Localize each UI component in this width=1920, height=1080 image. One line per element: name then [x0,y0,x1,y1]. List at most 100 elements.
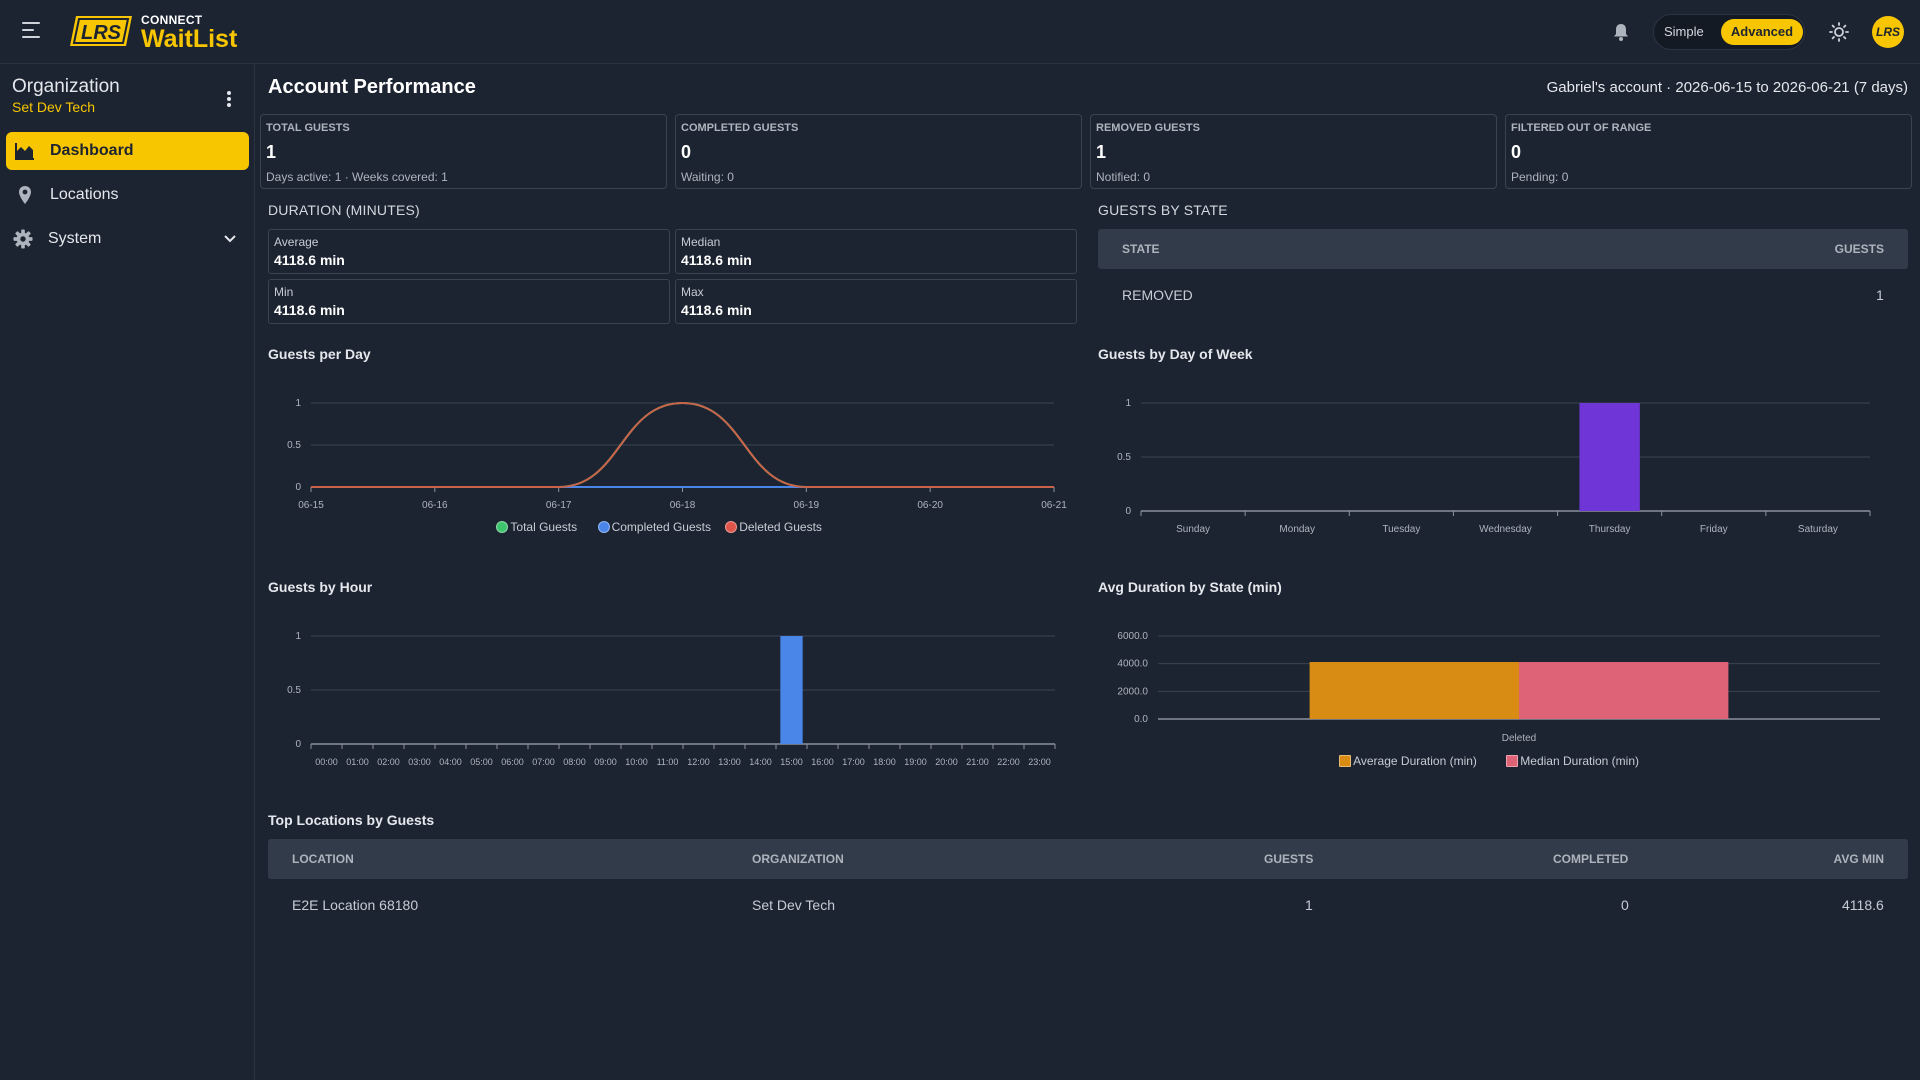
stat-card-removed-guests: REMOVED GUESTS 1 Notified: 0 [1090,114,1497,189]
x-tick-label: 06-20 [917,500,943,511]
duration-value: 4118.6 min [274,252,345,268]
x-tick-label: 20:00 [935,757,958,767]
user-avatar[interactable]: LRS [1872,16,1904,48]
legend-item[interactable]: Total Guests [496,520,577,534]
chevron-down-icon[interactable] [223,232,237,246]
sidebar-item-label: System [48,230,102,247]
mode-simple-button[interactable]: Simple [1664,24,1704,39]
logo-text: LRS [81,22,122,44]
page-title: Account Performance [268,76,476,98]
x-tick-label: 19:00 [904,757,927,767]
x-tick-label: Deleted [1502,733,1536,744]
x-tick-label: Tuesday [1382,524,1420,535]
x-tick-label: 00:00 [315,757,338,767]
duration-card-median: Median 4118.6 min [675,229,1077,274]
y-tick-label: 0.5 [287,440,301,451]
legend-item[interactable]: Deleted Guests [725,520,822,534]
avg-duration-legend: Average Duration (min) Median Duration (m… [1098,754,1908,774]
duration-label: Median [681,235,721,249]
brand-subtitle: CONNECT [141,13,203,27]
legend-label: Median Duration (min) [1520,754,1640,768]
x-tick-label: Wednesday [1479,524,1532,535]
more-options-icon[interactable] [227,91,233,109]
avg-duration-by-state-chart: 0.0 2000.0 4000.0 6000.0 Deleted [1117,631,1880,744]
x-tick-label: 07:00 [532,757,555,767]
y-tick-label: 0 [1125,506,1131,517]
duration-card-min: Min 4118.6 min [268,279,670,324]
brand-title: WaitList [141,25,238,53]
y-tick-label: 1 [295,631,301,642]
chart-title-guests-per-day: Guests per Day [268,346,371,362]
bar-median-duration-min- [1519,662,1729,719]
x-tick-label: 06-18 [670,500,696,511]
org-name: Set Dev Tech [12,99,96,115]
duration-label: Average [274,235,319,249]
menu-icon[interactable] [22,22,42,38]
completed-cell: 0 [1621,897,1629,913]
guests-per-day-legend: Total Guests Completed Guests Deleted Gues… [268,520,1068,540]
legend-item[interactable]: Average Duration (min) [1339,754,1477,768]
legend-item[interactable]: Completed Guests [597,520,711,534]
y-tick-label: 4000.0 [1117,659,1148,670]
legend-label: Average Duration (min) [1353,754,1477,768]
stat-label: COMPLETED GUESTS [681,122,799,134]
x-tick-label: 04:00 [439,757,462,767]
theme-sun-icon[interactable] [1829,22,1849,42]
chart-title-guests-by-weekday: Guests by Day of Week [1098,346,1253,362]
bar-hour [780,636,803,744]
duration-label: Max [681,285,704,299]
top-locations-title: Top Locations by Guests [268,812,435,828]
avg-min-cell: 4118.6 [1842,897,1884,913]
x-tick-label: 06-19 [794,500,820,511]
guests-by-weekday-chart: 0 0.5 1 Sunday Monday Tuesday Wednesday Thursda… [1117,398,1871,535]
account-date-range: Gabriel's account · 2026-06-15 to 2026-0… [1546,79,1908,96]
legend-item[interactable]: Median Duration (min) [1506,754,1639,768]
bar-thursday [1579,403,1640,511]
column-header-avg-min: AVG MIN [1833,852,1884,866]
x-tick-label: 05:00 [470,757,493,767]
legend-label: Completed Guests [611,520,711,534]
column-header-guests: GUESTS [1834,242,1884,256]
legend-swatch [725,521,738,533]
state-table-header: STATE GUESTS [1098,229,1908,269]
sidebar-item-locations[interactable]: Locations [6,176,249,214]
x-tick-label: 08:00 [563,757,586,767]
y-tick-label: 0.5 [1117,452,1131,463]
bell-icon[interactable] [1611,22,1631,42]
stat-value: 0 [1511,142,1522,162]
location-cell[interactable]: E2E Location 68180 [292,897,419,913]
x-tick-label: 06-21 [1041,500,1067,511]
x-tick-label: 06-16 [422,500,448,511]
stat-sub: Days active: 1 · Weeks covered: 1 [266,170,448,184]
x-tick-label: 03:00 [408,757,431,767]
stat-value: 1 [266,142,277,162]
legend-swatch [1506,755,1519,767]
x-tick-label: 21:00 [966,757,989,767]
guests-by-hour-chart: 0 0.5 1 00:00 01:00 02:00 03:00 04:00 05:00 06:00… [287,631,1056,767]
x-tick-label: 14:00 [749,757,772,767]
lrs-logo: LRS [70,16,132,46]
x-tick-label: 17:00 [842,757,865,767]
x-tick-label: 23:00 [1028,757,1051,767]
sidebar-item-dashboard[interactable]: Dashboard [6,132,249,170]
x-tick-label: 16:00 [811,757,834,767]
legend-swatch [1339,755,1352,767]
y-tick-label: 0 [295,482,301,493]
sidebar-item-system[interactable]: System [6,220,249,258]
guests-per-day-chart: 0 0.5 1 06-15 06-16 06-17 06-18 06-19 06-20 06-21 [287,398,1067,511]
y-tick-label: 2000.0 [1117,686,1148,697]
map-pin-icon [19,186,31,204]
x-tick-label: 10:00 [625,757,648,767]
x-tick-label: 06:00 [501,757,524,767]
mode-advanced-button[interactable]: Advanced [1721,19,1803,45]
top-bar: LRS CONNECT WaitList Simple Advanced LRS [0,0,1920,64]
y-tick-label: 0 [295,739,301,750]
bar-average-duration-min- [1309,662,1519,719]
x-tick-label: Saturday [1798,524,1838,535]
duration-value: 4118.6 min [274,302,345,318]
x-tick-label: 06-15 [298,500,324,511]
stat-label: FILTERED OUT OF RANGE [1511,122,1652,134]
legend-label: Deleted Guests [739,520,822,534]
column-header-completed: COMPLETED [1553,852,1629,866]
gear-icon [13,229,33,249]
